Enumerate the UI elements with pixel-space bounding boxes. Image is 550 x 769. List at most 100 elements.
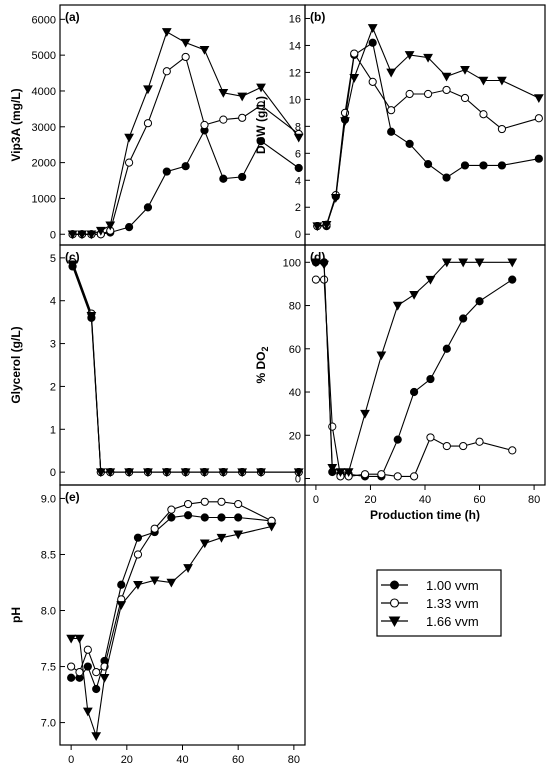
series-a-3 xyxy=(67,28,304,240)
point-e-2-2 xyxy=(83,645,92,654)
point-d-1-11 xyxy=(459,314,468,323)
series-b-3 xyxy=(312,24,544,232)
point-d-2-10 xyxy=(442,441,451,451)
x-tick-label-d-2: 40 xyxy=(419,494,431,506)
point-b-3-0 xyxy=(312,222,323,232)
point-e-2-1 xyxy=(75,668,84,677)
y-tick-label-c-2: 2 xyxy=(50,381,56,393)
point-b-3-1 xyxy=(321,221,332,230)
series-c-3 xyxy=(67,260,304,478)
series-d-3 xyxy=(311,258,518,478)
point-b-2-4 xyxy=(350,49,359,58)
point-e-3-10 xyxy=(199,539,210,549)
point-b-3-12 xyxy=(497,76,507,86)
y-tick-label-b-5: 10 xyxy=(289,94,301,106)
y-tick-label-b-0: 0 xyxy=(295,229,301,241)
x-tick-label-d-3: 60 xyxy=(473,494,485,506)
point-b-3-5 xyxy=(367,24,378,33)
point-b-3-4 xyxy=(349,74,360,83)
panel-b: (b) 0 2 4 6 8 10 12 14 16 DCW (g/L) xyxy=(254,4,546,246)
point-a-1-10 xyxy=(219,174,228,183)
y-tick-label-b-6: 12 xyxy=(289,67,301,79)
point-c-3-4 xyxy=(124,468,134,478)
point-d-2-12 xyxy=(475,437,484,446)
point-d-1-12 xyxy=(475,297,484,306)
point-d-1-8 xyxy=(409,387,419,397)
point-a-1-12 xyxy=(256,137,266,146)
point-b-1-9 xyxy=(442,173,451,182)
y-tick-label-e-3: 8.5 xyxy=(41,549,56,561)
point-d-3-3 xyxy=(335,468,346,478)
point-c-3-0 xyxy=(67,260,78,270)
legend-label-1: 1.00 vvm xyxy=(426,578,479,593)
point-a-1-13 xyxy=(294,163,303,173)
point-d-2-8 xyxy=(409,472,419,481)
y-axis-label-e: pH xyxy=(9,607,23,623)
point-e-2-11 xyxy=(217,497,226,506)
y-axis-label-d: % DO2 xyxy=(254,346,270,383)
point-d-2-7 xyxy=(393,472,402,481)
point-d-3-5 xyxy=(360,409,370,419)
point-e-1-11 xyxy=(217,513,226,522)
panel-label-e: (e) xyxy=(65,490,80,504)
point-d-3-6 xyxy=(376,351,387,361)
point-a-3-4 xyxy=(105,221,116,231)
series-e-2 xyxy=(67,497,276,677)
y-axis-label-b: DCW (g/L) xyxy=(254,96,268,154)
point-b-3-8 xyxy=(423,53,433,63)
y-tick-label-c-1: 1 xyxy=(50,424,56,436)
point-a-1-5 xyxy=(125,222,134,232)
legend-label-2: 1.33 vvm xyxy=(426,596,479,611)
point-b-1-7 xyxy=(405,139,414,148)
point-e-1-9 xyxy=(183,511,193,520)
point-d-3-4 xyxy=(343,468,354,478)
point-e-1-10 xyxy=(200,513,209,522)
point-e-3-12 xyxy=(233,530,244,540)
point-e-3-8 xyxy=(166,578,177,588)
panel-a: (a) 0 1000 2000 3000 4000 5000 6000 Vip3A (mg/L) xyxy=(9,4,306,246)
panel-label-a: (a) xyxy=(65,10,80,24)
point-d-3-8 xyxy=(409,290,419,300)
point-b-1-8 xyxy=(423,160,433,169)
y-tick-label-a-4: 4000 xyxy=(32,86,56,98)
point-b-1-5 xyxy=(368,38,377,47)
x-tick-label-e-1: 20 xyxy=(121,754,133,766)
y-tick-label-b-7: 14 xyxy=(289,40,301,52)
y-tick-label-b-2: 4 xyxy=(295,175,301,187)
point-a-2-6 xyxy=(143,119,153,128)
point-b-3-11 xyxy=(478,76,489,86)
y-tick-label-d-4: 80 xyxy=(289,301,301,313)
point-e-2-3 xyxy=(92,668,101,677)
y-axis-label-c: Glycerol (g/L) xyxy=(9,326,23,403)
point-e-2-10 xyxy=(200,497,209,506)
point-b-3-2 xyxy=(330,194,341,203)
point-a-2-12 xyxy=(256,101,266,110)
y-tick-label-b-1: 2 xyxy=(295,202,301,214)
y-tick-label-d-5: 100 xyxy=(283,257,301,269)
y-tick-label-a-0: 0 xyxy=(50,229,56,241)
point-a-1-8 xyxy=(181,162,190,171)
point-e-3-4 xyxy=(99,673,110,683)
point-c-3-10 xyxy=(237,468,248,478)
series-line-e-3 xyxy=(71,525,272,737)
y-tick-label-a-3: 3000 xyxy=(32,122,56,134)
point-e-3-5 xyxy=(116,601,127,610)
y-tick-label-e-1: 7.5 xyxy=(41,662,56,674)
y-tick-label-e-4: 9.0 xyxy=(41,493,56,505)
point-e-1-8 xyxy=(167,513,176,522)
point-b-3-13 xyxy=(533,94,544,104)
point-d-2-11 xyxy=(459,441,468,451)
legend-label-3: 1.66 vvm xyxy=(426,614,479,629)
point-d-2-0 xyxy=(311,275,321,284)
point-b-1-11 xyxy=(479,161,488,170)
point-e-1-12 xyxy=(234,513,243,522)
point-a-3-9 xyxy=(199,46,210,55)
point-a-3-1 xyxy=(77,230,87,240)
point-e-3-6 xyxy=(133,580,143,590)
point-a-2-5 xyxy=(125,158,134,167)
point-d-2-9 xyxy=(426,433,435,442)
point-a-3-3 xyxy=(95,226,106,236)
point-b-1-10 xyxy=(460,161,470,170)
point-d-3-7 xyxy=(392,301,403,311)
